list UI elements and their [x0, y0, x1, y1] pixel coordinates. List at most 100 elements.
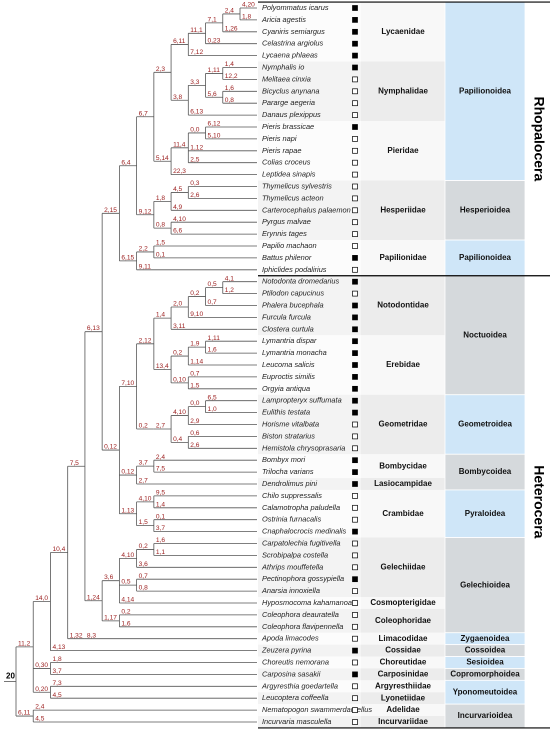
foreground: Polyommatus icarus Aricia agestis Cyaniris…	[4, 1, 550, 729]
node-label: 3,7	[139, 460, 148, 467]
species-marker	[352, 397, 358, 404]
node-label: 7,5	[70, 460, 79, 467]
species-name: Papilio machaon	[262, 241, 317, 250]
node-label: 0,8	[156, 222, 165, 229]
family-name: Lasiocampidae	[374, 479, 432, 488]
node-label: 0,5	[208, 281, 217, 288]
node-label: 1,11	[208, 67, 221, 74]
node-label: 0,1	[156, 251, 165, 258]
node-label: 5,6	[208, 91, 217, 98]
species-name: Nematopogon swammerdamellus	[262, 705, 372, 714]
species-name: Ptilodon capucinus	[262, 289, 324, 298]
node-label: 2,15	[104, 207, 117, 214]
species-marker	[352, 707, 358, 713]
node-label: 12,2	[225, 73, 238, 80]
node-label: 3,7	[156, 525, 165, 532]
node-label: 4,14	[121, 597, 134, 604]
species-name: Melitaea cinxia	[262, 74, 311, 83]
node-label: 6,5	[208, 394, 217, 401]
node-label: 4,13	[52, 644, 65, 651]
species-marker	[352, 540, 358, 547]
node-label: 1,5	[156, 240, 165, 247]
node-label: 2,4	[35, 704, 44, 711]
species-marker	[352, 481, 358, 487]
family-name: Adelidae	[386, 705, 420, 714]
node-label: 1,6	[208, 347, 217, 354]
superfamily-name: Copromorphoidea	[450, 670, 520, 679]
species-name: Bombyx mori	[262, 455, 305, 464]
species-marker	[352, 76, 358, 83]
species-name: Pieris napi	[262, 134, 297, 143]
species-band	[258, 656, 361, 669]
family-name: Lycaenidae	[381, 27, 425, 36]
family-name: Limacodidae	[379, 634, 428, 643]
species-name: Lymantria monacha	[262, 348, 327, 357]
family-name: Choreutidae	[380, 658, 427, 667]
family-name: Papilionidae	[379, 253, 427, 262]
node-label: 5,14	[156, 155, 169, 162]
node-label: 4,10	[173, 409, 186, 416]
species-name: Bicyclus anynana	[262, 86, 320, 95]
family-cell	[361, 2, 445, 62]
species-marker	[352, 350, 358, 356]
node-label: 6,15	[121, 254, 134, 261]
species-name: Choreutis nemorana	[262, 657, 329, 666]
species-name: Orgyia antiqua	[262, 384, 310, 393]
species-band	[258, 478, 361, 490]
species-marker	[352, 647, 358, 654]
superfamily-name: Sesioidea	[466, 658, 504, 667]
node-label: 7,5	[156, 466, 165, 473]
species-name: Furcula furcula	[262, 312, 311, 321]
species-band	[258, 489, 361, 538]
node-label: 1,5	[139, 519, 148, 526]
node-label: 0,23	[208, 37, 221, 44]
species-name: Iphiclides podalirius	[262, 265, 327, 274]
species-marker	[352, 635, 358, 642]
tree: 4,20 1,8 2,4 1,26 7,1 0,23 11,1 7,12 1,4 12,2 1,6 0…	[4, 2, 257, 723]
species-name: Carterocephalus palaemon	[262, 205, 351, 214]
species-marker	[352, 17, 358, 23]
node-label: 6,13	[87, 325, 100, 332]
species-name: Athrips mouffetella	[261, 562, 323, 571]
superfamily-cell	[444, 537, 526, 634]
species-name: Hyposmocoma kahamanoa	[262, 598, 352, 607]
node-label: 2,0	[173, 301, 182, 308]
family-name: Cosmopterigidae	[370, 598, 436, 607]
species-marker	[352, 40, 358, 47]
node-label: 10,4	[52, 546, 65, 553]
family-cell	[361, 275, 445, 336]
species-marker	[352, 612, 358, 618]
node-label: 0,3	[190, 180, 199, 187]
species-name: Pyrgus malvae	[262, 217, 311, 226]
family-cell	[361, 644, 445, 657]
species-band	[258, 454, 361, 479]
species-marker	[352, 659, 358, 666]
species-marker	[352, 147, 358, 154]
species-marker	[352, 183, 358, 190]
family-name: Gelechiidae	[381, 562, 426, 571]
node-label: 3,3	[190, 79, 199, 86]
species-name: Coleophora flavipennella	[262, 622, 343, 631]
family-name: Lyonetiidae	[381, 693, 426, 702]
family-name: Cossidae	[385, 646, 421, 655]
node-label: 7,12	[190, 49, 203, 56]
node-label: 0,2	[173, 350, 182, 357]
superfamily-name: Bombycoidea	[459, 467, 512, 476]
node-label: 22,3	[173, 168, 186, 175]
species-band	[258, 680, 361, 693]
species-marker	[352, 469, 358, 475]
node-label: 4,1	[225, 275, 234, 282]
node-label: 0,8	[139, 585, 148, 592]
node-label: 2,9	[190, 418, 199, 425]
species-band	[258, 240, 361, 276]
species-name: Euproctis similis	[262, 372, 315, 381]
species-name: Coleophora deauratella	[262, 610, 339, 619]
species-marker	[352, 171, 358, 178]
node-label: 0,8	[225, 97, 234, 104]
node-label: 4,10	[139, 495, 152, 502]
node-label: 1,6	[225, 85, 234, 92]
family-cell	[361, 668, 445, 681]
node-label: 6,12	[208, 121, 221, 128]
